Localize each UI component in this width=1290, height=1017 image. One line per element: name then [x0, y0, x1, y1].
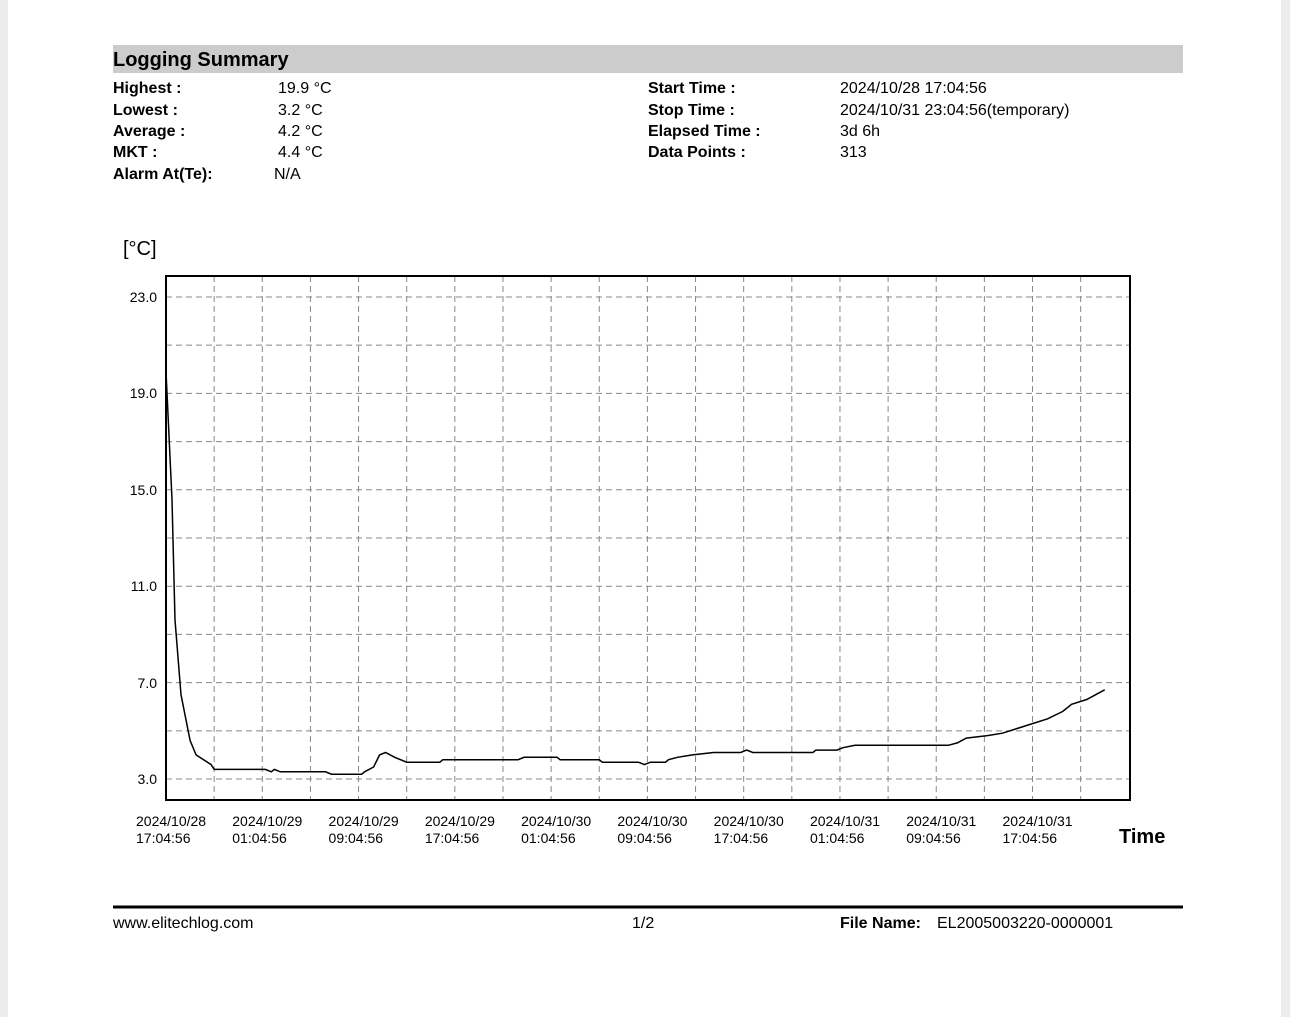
y-axis-label: [°C] [123, 238, 157, 260]
x-tick-label: 2024/10/29 17:04:56 [424, 813, 495, 846]
plot-frame [165, 275, 1131, 801]
x-tick-label: 2024/10/28 17:04:56 [136, 813, 207, 846]
summary-label: Average : [113, 123, 186, 140]
summary-label: MKT : [113, 144, 158, 161]
summary-label: Elapsed Time : [648, 123, 761, 140]
summary-label: Alarm At(Te): [113, 166, 213, 183]
x-tick-label: 2024/10/30 01:04:56 [521, 813, 592, 846]
header-bar [113, 45, 1183, 73]
summary-label: Lowest : [113, 102, 178, 119]
footer-file-name: EL2005003220-0000001 [937, 915, 1114, 932]
y-tick-label: 15.0 [129, 481, 157, 498]
summary-value: 2024/10/31 23:04:56(temporary) [840, 102, 1070, 119]
y-tick-label: 19.0 [129, 385, 157, 402]
x-tick-label: 2024/10/30 17:04:56 [713, 813, 784, 846]
temperature-line [165, 371, 1106, 775]
page [8, 0, 1281, 1017]
summary-value: 3d 6h [840, 123, 881, 140]
summary-value: 4.4 °C [278, 144, 323, 161]
footer-file-label: File Name: [840, 915, 921, 932]
summary-value: 3.2 °C [278, 102, 323, 119]
header-title: Logging Summary [113, 49, 289, 71]
x-tick-label: 2024/10/30 09:04:56 [617, 813, 688, 846]
footer-website: www.elitechlog.com [113, 915, 254, 932]
summary-value: 19.9 °C [278, 80, 332, 97]
x-tick-label: 2024/10/29 09:04:56 [328, 813, 399, 846]
x-tick-label: 2024/10/31 09:04:56 [906, 813, 977, 846]
y-tick-label: 7.0 [137, 674, 157, 691]
y-tick-label: 11.0 [130, 578, 157, 595]
x-axis-label: Time [1119, 826, 1166, 848]
summary-label: Data Points : [648, 144, 746, 161]
summary-value: N/A [274, 166, 301, 183]
x-tick-label: 2024/10/31 17:04:56 [1002, 813, 1073, 846]
y-tick-label: 23.0 [129, 288, 157, 305]
summary-label: Stop Time : [648, 102, 735, 119]
summary-label: Start Time : [648, 80, 736, 97]
x-tick-label: 2024/10/31 01:04:56 [809, 813, 881, 846]
summary-value: 2024/10/28 17:04:56 [840, 80, 987, 97]
y-tick-label: 3.0 [137, 771, 157, 788]
x-tick-label: 2024/10/29 01:04:56 [232, 813, 303, 846]
summary-label: Highest : [113, 80, 182, 97]
footer-page: 1/2 [632, 915, 655, 932]
summary-value: 4.2 °C [278, 123, 323, 140]
summary-value: 313 [840, 144, 867, 161]
